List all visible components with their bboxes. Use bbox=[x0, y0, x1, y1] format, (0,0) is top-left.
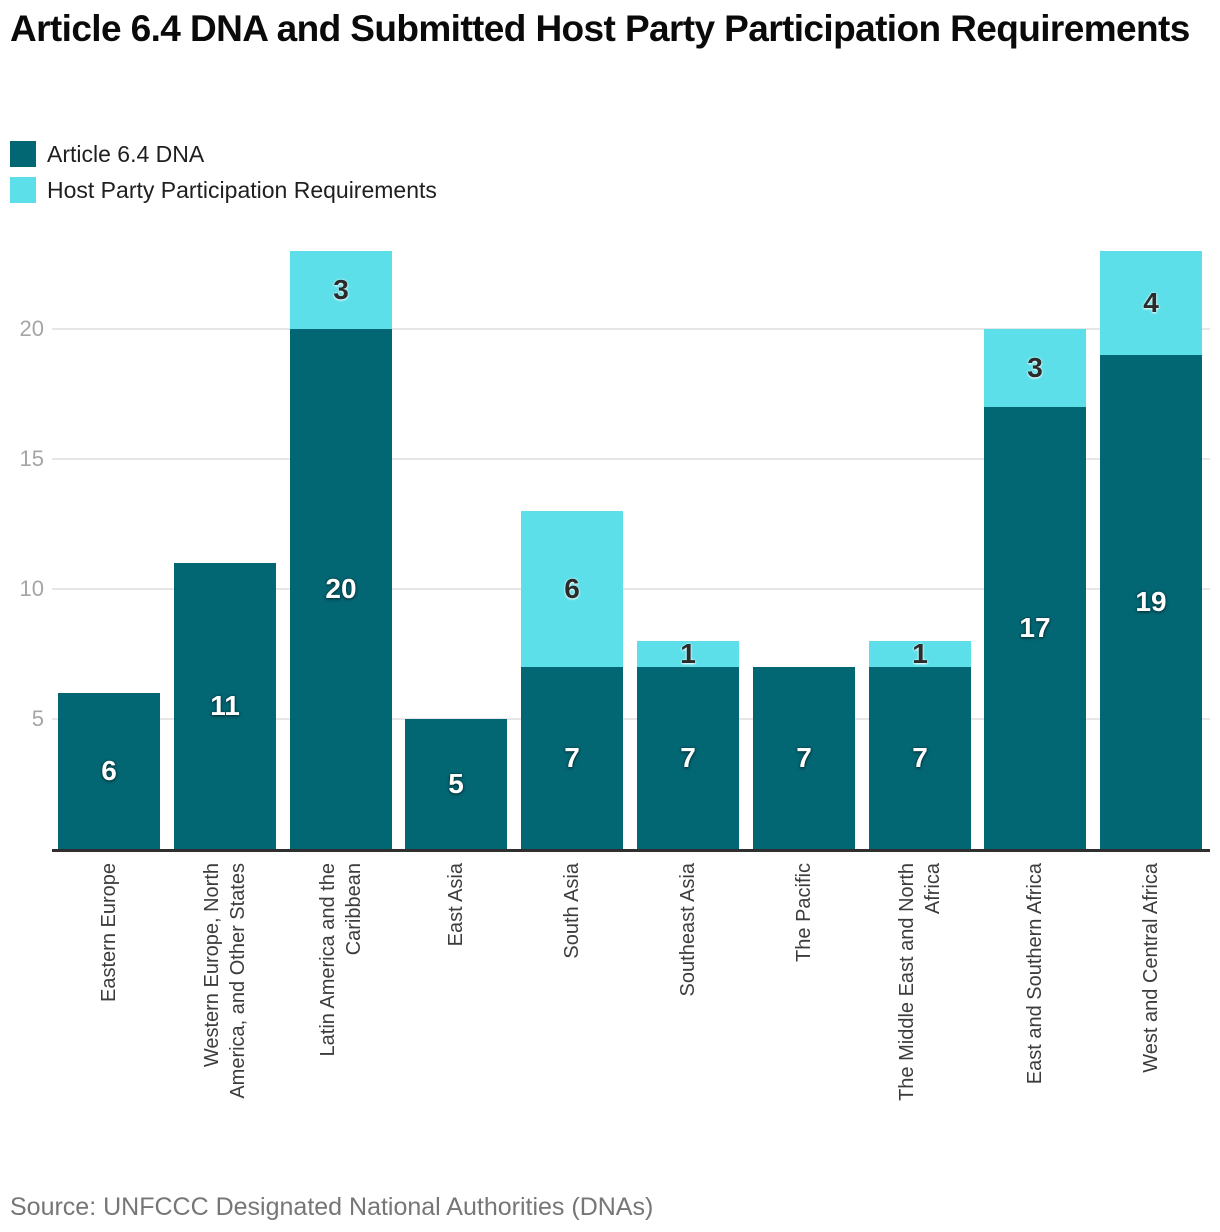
source-note: Source: UNFCCC Designated National Autho… bbox=[10, 1193, 654, 1221]
chart-title: Article 6.4 DNA and Submitted Host Party… bbox=[10, 8, 1190, 49]
gridline-5 bbox=[52, 718, 1210, 720]
bar-segment-hp-southeast-asia bbox=[637, 641, 739, 667]
x-tick-label-west-and-central-africa: West and Central Africa bbox=[1140, 863, 1162, 1073]
x-tick-label-southeast-asia: Southeast Asia bbox=[677, 863, 699, 997]
x-tick-label-latin-america-and-the-caribbean: Latin America and the Caribbean bbox=[317, 863, 365, 1057]
bar-value-label-hp-east-and-southern-africa: 3 bbox=[1027, 352, 1043, 383]
bar-segment-dna-south-asia bbox=[521, 667, 623, 849]
bar-value-label-hp-the-middle-east-and-north-africa: 1 bbox=[912, 638, 928, 669]
bar-segment-hp-west-and-central-africa bbox=[1100, 251, 1202, 355]
gridline-20 bbox=[52, 328, 1210, 330]
legend-label-hp: Host Party Participation Requirements bbox=[47, 176, 437, 203]
x-axis-line bbox=[52, 849, 1210, 852]
x-tick-label-east-asia: East Asia bbox=[445, 863, 467, 947]
bar-segment-dna-latin-america-and-the-caribbean bbox=[290, 329, 392, 849]
x-tick-label-western-europe-north-america-and-other-states: Western Europe, North America, and Other… bbox=[201, 863, 249, 1099]
x-tick-label-the-middle-east-and-north-africa: The Middle East and North Africa bbox=[896, 863, 944, 1101]
legend-item-dna: Article 6.4 DNA bbox=[10, 141, 437, 167]
bar-segment-hp-the-middle-east-and-north-africa bbox=[869, 641, 971, 667]
bar-segment-dna-western-europe-north-america-and-other-states bbox=[174, 563, 276, 849]
x-tick-label-east-and-southern-africa: East and Southern Africa bbox=[1024, 863, 1046, 1085]
bar-segment-hp-east-and-southern-africa bbox=[984, 329, 1086, 407]
bar-segment-dna-west-and-central-africa bbox=[1100, 355, 1202, 849]
bar-value-label-hp-southeast-asia: 1 bbox=[680, 638, 696, 669]
bar-segment-dna-southeast-asia bbox=[637, 667, 739, 849]
bar-value-label-dna-latin-america-and-the-caribbean: 20 bbox=[325, 573, 357, 604]
legend-item-hp: Host Party Participation Requirements bbox=[10, 177, 437, 203]
bar-value-label-dna-western-europe-north-america-and-other-states: 11 bbox=[210, 690, 240, 721]
x-tick-label-eastern-europe: Eastern Europe bbox=[98, 863, 120, 1002]
bar-value-label-hp-west-and-central-africa: 4 bbox=[1143, 287, 1159, 318]
x-tick-label-the-pacific: The Pacific bbox=[793, 863, 815, 962]
gridline-10 bbox=[52, 588, 1210, 590]
bar-value-label-dna-south-asia: 7 bbox=[564, 742, 580, 773]
bar-value-label-hp-south-asia: 6 bbox=[564, 573, 580, 604]
legend-swatch-hp bbox=[10, 177, 36, 203]
bar-segment-dna-the-pacific bbox=[753, 667, 855, 849]
legend: Article 6.4 DNA Host Party Participation… bbox=[10, 141, 437, 213]
x-tick-label-south-asia: South Asia bbox=[561, 863, 583, 959]
bar-segment-hp-south-asia bbox=[521, 511, 623, 667]
y-tick-label-5: 5 bbox=[31, 706, 44, 731]
bar-value-label-dna-southeast-asia: 7 bbox=[680, 742, 696, 773]
y-tick-label-20: 20 bbox=[19, 316, 44, 341]
bar-value-label-dna-the-pacific: 7 bbox=[796, 742, 812, 773]
legend-label-dna: Article 6.4 DNA bbox=[47, 140, 205, 167]
y-tick-label-10: 10 bbox=[19, 576, 44, 601]
bar-value-label-dna-east-and-southern-africa: 17 bbox=[1019, 612, 1051, 643]
bar-segment-dna-east-asia bbox=[405, 719, 507, 849]
bar-value-label-hp-latin-america-and-the-caribbean: 3 bbox=[333, 274, 349, 305]
bar-value-label-dna-west-and-central-africa: 19 bbox=[1135, 586, 1167, 617]
bar-value-label-dna-eastern-europe: 6 bbox=[101, 755, 117, 786]
y-tick-label-15: 15 bbox=[19, 446, 44, 471]
bar-segment-dna-east-and-southern-africa bbox=[984, 407, 1086, 849]
bar-segment-dna-the-middle-east-and-north-africa bbox=[869, 667, 971, 849]
gridline-15 bbox=[52, 458, 1210, 460]
bar-value-label-dna-the-middle-east-and-north-africa: 7 bbox=[912, 742, 928, 773]
bar-segment-dna-eastern-europe bbox=[58, 693, 160, 849]
bar-value-label-dna-east-asia: 5 bbox=[448, 768, 464, 799]
bar-segment-hp-latin-america-and-the-caribbean bbox=[290, 251, 392, 329]
legend-swatch-dna bbox=[10, 141, 36, 167]
